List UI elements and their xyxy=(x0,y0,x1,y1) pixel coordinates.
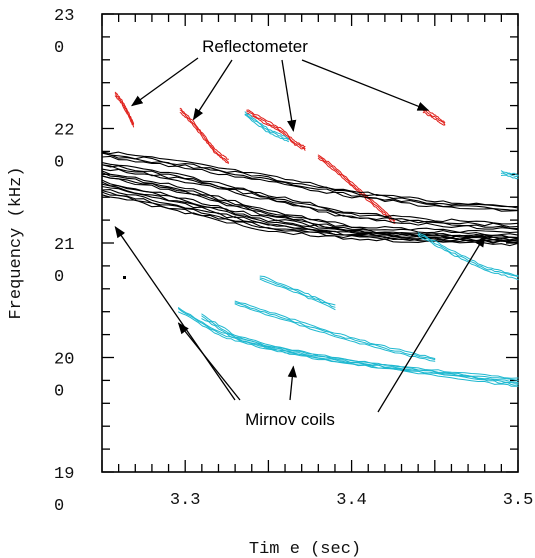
y-tick-label: 20 xyxy=(54,351,74,370)
annotation-arrows xyxy=(114,57,486,413)
series-trace-mirnov-cyan xyxy=(417,232,519,276)
data-speck xyxy=(123,276,126,279)
series-trace-mirnov-black xyxy=(101,189,519,241)
y-axis-title: Frequency (kHz) xyxy=(7,166,26,319)
x-tick-label: 3.3 xyxy=(170,491,201,510)
series-trace-mirnov-cyan xyxy=(201,313,519,384)
series-trace-mirnov-cyan xyxy=(178,308,519,381)
series-trace-mirnov-cyan xyxy=(244,113,289,141)
series-trace-mirnov-cyan xyxy=(259,275,336,306)
annotation-arrow xyxy=(131,57,199,107)
series-trace-mirnov-cyan xyxy=(234,300,436,359)
series-trace-reflectometer xyxy=(114,95,135,128)
y-tick-label-cont: 0 xyxy=(54,268,64,287)
series-trace-mirnov-cyan xyxy=(244,111,289,140)
series-trace-mirnov-cyan xyxy=(178,307,519,379)
series-trace-mirnov-black xyxy=(101,164,519,228)
ticks: 3.3 3.4 3.5 23 0 22 0 21 0 20 0 19 0 xyxy=(54,7,533,516)
y-tick-label: 21 xyxy=(54,236,74,255)
annotation-arrow xyxy=(281,59,297,132)
series-trace-reflectometer xyxy=(179,107,229,160)
series-trace-mirnov-black xyxy=(101,185,519,244)
series-trace-mirnov-black xyxy=(101,152,519,211)
series-trace-reflectometer xyxy=(317,156,396,224)
series-trace-mirnov-cyan xyxy=(500,172,519,177)
series-trace-reflectometer xyxy=(114,93,135,126)
x-tick-label: 3.4 xyxy=(336,491,367,510)
series-trace-reflectometer xyxy=(317,157,396,224)
annotation-arrow xyxy=(192,59,233,121)
series-trace-mirnov-cyan xyxy=(417,235,519,281)
series-trace-mirnov-cyan xyxy=(500,170,519,176)
series-trace-reflectometer xyxy=(422,111,446,126)
series-trace-reflectometer xyxy=(179,112,229,164)
y-tick-label: 23 xyxy=(54,7,74,26)
series-trace-mirnov-cyan xyxy=(500,174,519,180)
reflectometer-annotation: Reflectometer xyxy=(202,37,308,56)
x-axis-title: Tim e (sec) xyxy=(249,540,361,558)
series-trace-mirnov-black xyxy=(101,194,519,247)
series-trace-reflectometer xyxy=(246,109,306,148)
series-trace-mirnov-black xyxy=(101,171,519,237)
series-trace-mirnov-cyan xyxy=(201,315,519,386)
series-trace-mirnov-cyan xyxy=(417,233,519,278)
series-trace-mirnov-cyan xyxy=(234,302,436,361)
series-trace-mirnov-black xyxy=(101,168,519,231)
y-tick-label: 19 xyxy=(54,465,74,484)
series-trace-mirnov-black xyxy=(101,162,519,225)
y-tick-label-cont: 0 xyxy=(54,39,64,58)
series-trace-reflectometer xyxy=(179,109,229,163)
series-trace-mirnov-black xyxy=(101,181,519,240)
annotation-arrow xyxy=(287,365,297,401)
series-layer xyxy=(101,91,519,387)
series-trace-mirnov-cyan xyxy=(259,278,336,311)
annotation-arrow xyxy=(377,235,486,413)
series-trace-reflectometer xyxy=(246,112,306,151)
annotation-arrow xyxy=(177,322,241,401)
annotation-arrow xyxy=(114,226,236,401)
series-trace-mirnov-black xyxy=(101,191,519,244)
series-trace-reflectometer xyxy=(317,154,396,222)
series-trace-mirnov-black xyxy=(101,151,519,208)
series-trace-mirnov-cyan xyxy=(244,114,289,143)
y-tick-label-cont: 0 xyxy=(54,497,64,516)
x-tick-label: 3.5 xyxy=(503,491,534,510)
y-tick-label-cont: 0 xyxy=(54,154,64,173)
series-trace-reflectometer xyxy=(114,91,135,124)
series-trace-mirnov-cyan xyxy=(259,277,336,308)
series-trace-mirnov-cyan xyxy=(234,303,436,362)
y-tick-label-cont: 0 xyxy=(54,383,64,402)
series-trace-reflectometer xyxy=(422,109,446,126)
annotation-arrow xyxy=(301,59,430,111)
series-trace-mirnov-cyan xyxy=(201,318,519,387)
series-trace-mirnov-black xyxy=(101,155,519,212)
series-trace-mirnov-cyan xyxy=(178,311,519,383)
y-tick-label: 22 xyxy=(54,122,74,141)
mirnov-coils-annotation: Mirnov coils xyxy=(245,410,335,429)
series-trace-reflectometer xyxy=(246,110,306,149)
